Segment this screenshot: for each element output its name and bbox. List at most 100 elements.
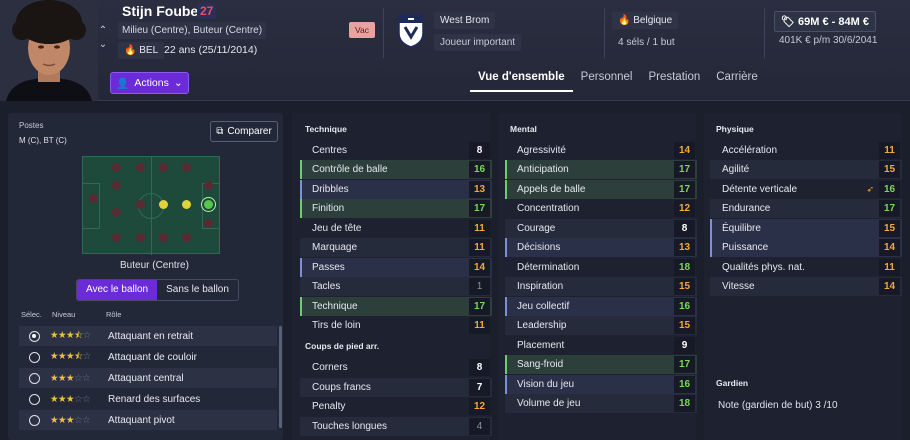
position-dot-selected[interactable] — [204, 200, 213, 209]
attribute-row[interactable]: Endurance 17 — [710, 199, 902, 218]
position-dot[interactable] — [136, 233, 145, 242]
position-dot[interactable] — [136, 200, 145, 209]
attribute-row[interactable]: Passes 14 — [300, 258, 492, 277]
attribute-row[interactable]: Tacles 1 — [300, 277, 492, 296]
attribute-name: Contrôle de balle — [312, 164, 388, 175]
player-nav-arrows[interactable]: ⌃ ⌄ — [98, 24, 108, 52]
attribute-row[interactable]: Inspiration 15 — [505, 277, 697, 296]
role-radio[interactable] — [29, 330, 40, 342]
attribute-row[interactable]: Sang-froid 17 — [505, 355, 697, 374]
attribute-row[interactable]: Placement 9 — [505, 336, 697, 355]
position-dot[interactable] — [112, 181, 121, 190]
attribute-name: Détermination — [517, 262, 580, 273]
position-dot[interactable] — [204, 219, 213, 228]
roles-scrollbar[interactable] — [279, 326, 282, 428]
attribute-row[interactable]: Anticipation 17 — [505, 160, 697, 179]
tab-personal[interactable]: Personnel — [580, 71, 633, 83]
attribute-row[interactable]: Centres 8 — [300, 141, 492, 160]
attribute-row[interactable]: Coups francs 7 — [300, 378, 492, 397]
attribute-value: 17 — [674, 356, 695, 373]
divider — [383, 8, 384, 58]
role-row[interactable]: ★★★☆☆ Attaquant pivot — [19, 410, 277, 430]
attribute-name: Concentration — [517, 203, 580, 214]
attribute-row[interactable]: Leadership 15 — [505, 316, 697, 335]
attribute-row[interactable]: Agressivité 14 — [505, 141, 697, 160]
tab-career[interactable]: Carrière — [716, 71, 758, 83]
role-row[interactable]: ★★★☆☆ Attaquant central — [19, 368, 277, 388]
attribute-row[interactable]: Corners 8 — [300, 358, 492, 377]
attribute-name: Inspiration — [517, 281, 564, 292]
position-dot[interactable] — [159, 163, 168, 172]
attribute-name: Technique — [312, 301, 358, 312]
attribute-value: 15 — [879, 220, 900, 237]
attribute-row[interactable]: Penalty 12 — [300, 397, 492, 416]
attribute-value: 17 — [674, 181, 695, 198]
club-crest-icon[interactable] — [393, 13, 429, 49]
chevron-down-icon[interactable]: ⌄ — [98, 39, 108, 50]
contract-expiry: 30/6/2041 — [832, 35, 878, 46]
attribute-row[interactable]: Marquage 11 — [300, 238, 492, 257]
attribute-row[interactable]: Touches longues 4 — [300, 417, 492, 436]
status-badge[interactable]: Vac — [349, 22, 376, 38]
attribute-row[interactable]: Décisions 13 — [505, 238, 697, 257]
position-pitch[interactable] — [82, 156, 220, 255]
attribute-value: 13 — [674, 239, 695, 256]
club-name[interactable]: West Brom — [434, 12, 496, 29]
attribute-row[interactable]: Finition 17 — [300, 199, 492, 218]
tab-performance[interactable]: Prestation — [648, 71, 701, 83]
role-row[interactable]: ★★★☆☆ Renard des surfaces — [19, 389, 277, 409]
position-dot-natural[interactable] — [182, 200, 191, 209]
attribute-row[interactable]: Appels de balle 17 — [505, 180, 697, 199]
attribute-row[interactable]: Accélération 11 — [710, 141, 902, 160]
attribute-row[interactable]: Technique 17 — [300, 297, 492, 316]
compare-button[interactable]: ⧉ Comparer — [210, 121, 278, 142]
position-dot-natural[interactable] — [159, 200, 168, 209]
attribute-row[interactable]: Qualités phys. nat. 11 — [710, 258, 902, 277]
position-dot[interactable] — [112, 208, 121, 217]
attribute-name: Corners — [312, 362, 348, 373]
position-dot[interactable] — [204, 181, 213, 190]
actions-button[interactable]: 👤 Actions ⌄ — [110, 72, 189, 94]
role-radio[interactable] — [29, 351, 40, 363]
attribute-row[interactable]: Détente verticale ➶ 16 — [710, 180, 902, 199]
attribute-value: 15 — [674, 317, 695, 334]
with-ball-button[interactable]: Avec le ballon — [77, 280, 158, 300]
without-ball-button[interactable]: Sans le ballon — [166, 284, 229, 295]
tab-overview[interactable]: Vue d'ensemble — [470, 70, 573, 92]
attribute-row[interactable]: Agilité 15 — [710, 160, 902, 179]
transfer-value[interactable]: 🏷 69M € - 84M € — [774, 11, 876, 32]
attribute-value-group: ➶ 16 — [866, 181, 902, 198]
role-radio[interactable] — [29, 372, 40, 384]
attribute-value: 15 — [879, 161, 900, 178]
attribute-row[interactable]: Jeu collectif 16 — [505, 297, 697, 316]
attribute-value: 14 — [674, 142, 695, 159]
position-dot[interactable] — [182, 233, 191, 242]
position-dot[interactable] — [136, 163, 145, 172]
attribute-row[interactable]: Contrôle de balle 16 — [300, 160, 492, 179]
role-radio[interactable] — [29, 414, 40, 426]
attribute-row[interactable]: Dribbles 13 — [300, 180, 492, 199]
divider — [764, 8, 765, 58]
country-badge[interactable]: 🔥 Belgique — [612, 12, 679, 29]
attribute-row[interactable]: Puissance 14 — [710, 238, 902, 257]
attribute-row[interactable]: Concentration 12 — [505, 199, 697, 218]
role-row[interactable]: ★★★⯪☆ Attaquant de couloir — [19, 347, 277, 367]
chevron-up-icon[interactable]: ⌃ — [98, 25, 108, 36]
position-dot[interactable] — [182, 163, 191, 172]
role-radio[interactable] — [29, 393, 40, 405]
attribute-row[interactable]: Détermination 18 — [505, 258, 697, 277]
attribute-row[interactable]: Volume de jeu 18 — [505, 394, 697, 413]
role-row[interactable]: ★★★⯪☆ Attaquant en retrait — [19, 326, 277, 346]
position-dot[interactable] — [112, 233, 121, 242]
attribute-row[interactable]: Vitesse 14 — [710, 277, 902, 296]
attribute-row[interactable]: Vision du jeu 16 — [505, 375, 697, 394]
attribute-row[interactable]: Jeu de tête 11 — [300, 219, 492, 238]
attribute-name: Coups francs — [312, 382, 371, 393]
attribute-row[interactable]: Équilibre 15 — [710, 219, 902, 238]
attribute-row[interactable]: Courage 8 — [505, 219, 697, 238]
attribute-row[interactable]: Tirs de loin 11 — [300, 316, 492, 335]
position-dot[interactable] — [112, 163, 121, 172]
improving-arrow-icon: ➶ — [866, 184, 874, 194]
position-dot[interactable] — [159, 233, 168, 242]
position-dot[interactable] — [89, 194, 98, 203]
